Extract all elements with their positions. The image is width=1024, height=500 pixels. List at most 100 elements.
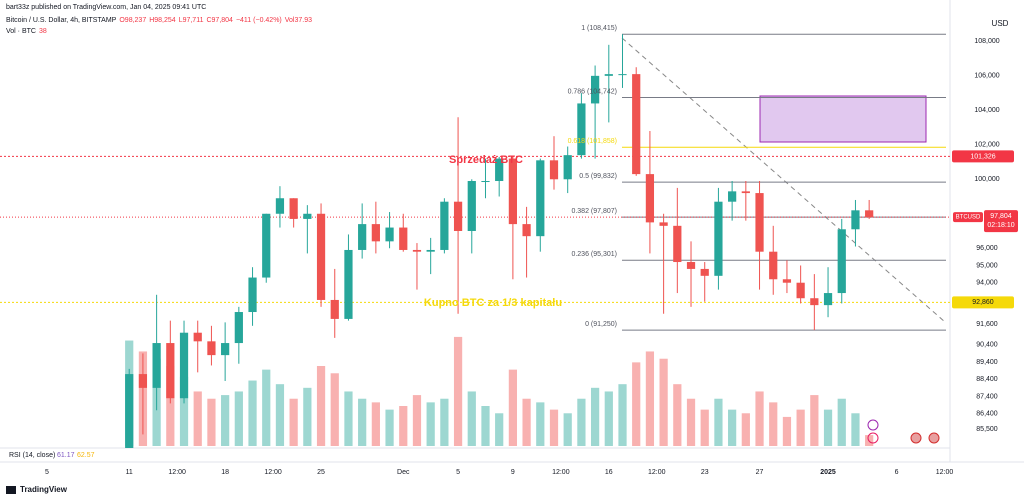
y-tick-label: 100,000 [974,176,999,183]
x-tick-label: 9 [511,469,515,476]
level-label: 92,860 [972,299,994,306]
candle-body [248,277,257,313]
x-tick-label: 16 [605,469,613,476]
y-tick-label: 95,000 [976,262,998,269]
y-tick-label: 96,000 [976,245,998,252]
volume-bar [673,384,682,446]
volume-bar [851,413,860,446]
candle-body [275,198,285,214]
currency: USD [992,19,1009,28]
volume-bar [714,398,723,446]
candle-body [782,279,792,283]
candle-body [728,191,737,202]
volume-bar [796,409,805,446]
x-tick-label: 12:00 [168,469,186,476]
y-tick-label: 86,400 [976,411,998,418]
brand: TradingView [20,485,68,494]
legend-item: Vol37.93 [284,17,312,24]
candle-body [522,224,531,237]
candle-body [152,343,161,388]
candle-body [344,249,353,319]
candle-body [769,251,778,280]
icon[interactable] [867,419,879,431]
volume-bar [316,366,326,446]
icon[interactable] [928,432,940,444]
x-tick-label: 2025 [820,469,836,476]
candle-body [385,227,394,242]
y-tick-label: 104,000 [974,107,999,114]
level-label: 101,326 [970,153,995,160]
volume-bar [193,391,202,446]
value: 38 [38,28,47,35]
volume-legend: Vol · BTC 38 [6,28,50,35]
y-tick-label: 87,400 [976,393,998,400]
legend-item: L97,711 [178,17,204,24]
volume-bar [577,398,586,446]
rsi-value: 62.57 [77,452,95,459]
y-tick-label: 108,000 [974,38,999,45]
volume-bar [728,409,737,446]
candle-body [358,224,367,250]
candle-body [590,75,600,104]
candle-body [179,332,189,399]
volume-bar [755,391,764,446]
volume-bar [508,369,517,446]
annotation: Sprzedaż BTC [449,154,523,166]
volume-bar [536,402,545,446]
volume-bar [248,380,257,446]
candle-body [618,74,627,76]
x-tick-label: 18 [221,469,229,476]
x-tick-label: 12:00 [264,469,282,476]
icon[interactable] [910,432,922,444]
volume-bar [522,398,531,446]
legend-item: O98,237 [119,17,147,24]
fib-label: 0.236 (95,301) [571,251,617,258]
volume-bar [289,398,298,446]
candle-body [645,174,655,223]
candle-body [755,193,764,252]
candle-body [289,198,298,219]
volume-bar [823,409,833,446]
y-tick-label: 94,000 [976,280,998,287]
volume-bar [179,376,189,446]
volume-bar [495,413,504,446]
volume-bar [590,387,600,446]
x-tick-label: 25 [317,469,325,476]
x-tick-label: 12:00 [936,469,954,476]
y-tick-label: 91,600 [976,321,998,328]
x-tick-label: 23 [701,469,709,476]
candle-body [577,103,586,156]
volume-bar [440,398,449,446]
candle-body [549,160,559,180]
candle-body [823,293,833,306]
fib-label: 0.786 (104,742) [568,88,617,95]
volume-bar [481,406,490,446]
volume-bar [275,384,285,446]
y-tick-label: 90,400 [976,342,998,349]
x-tick-label: 11 [126,469,133,476]
fib-label: 0 (91,250) [585,321,617,328]
candle-body [221,343,230,356]
x-tick-label: 12:00 [648,469,666,476]
candle-body [330,299,339,319]
volume-bar [741,413,750,446]
candle-body [207,341,216,356]
volume-bar [549,409,559,446]
fib-label: 1 (108,415) [581,25,617,32]
zone-box [759,95,927,143]
y-tick-label: 88,400 [976,376,998,383]
candle-body [440,201,449,250]
volume-bar [303,387,312,446]
icon[interactable] [867,432,879,444]
volume-bar [371,402,380,446]
level-tag [952,150,1014,163]
candle-body [810,298,819,306]
candle-body [262,213,271,278]
last-price: 97,804 [990,213,1012,220]
legend: Bitcoin / U.S. Dollar, 4h, BITSTAMP O98,2… [6,17,315,24]
volume-bar [166,366,175,446]
fib-label: 0.5 (99,832) [579,173,617,180]
countdown: 02:18:10 [987,222,1014,229]
